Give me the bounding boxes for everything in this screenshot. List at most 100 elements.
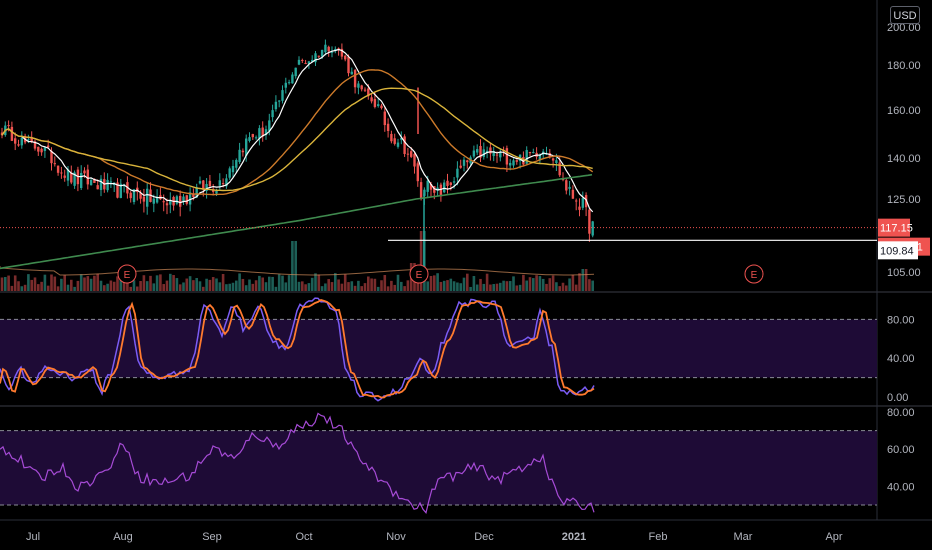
price-axis[interactable]: 200.00 180.00 160.00 140.00 125.00 105.00 xyxy=(887,22,921,279)
volume-bar xyxy=(581,269,585,291)
volume-bar xyxy=(53,276,57,291)
volume-bar xyxy=(301,281,304,291)
volume-bar xyxy=(76,280,80,291)
candle-body xyxy=(400,138,403,140)
volume-bar xyxy=(23,284,27,291)
candle-body xyxy=(271,110,274,118)
volume-bar xyxy=(324,283,327,291)
candle-body xyxy=(476,149,479,153)
hline-label-bg xyxy=(878,241,918,260)
candle-body xyxy=(132,189,136,203)
candle-body xyxy=(33,141,37,149)
candle-body xyxy=(251,134,254,138)
candle-body xyxy=(116,182,119,198)
volume-bar xyxy=(221,274,225,291)
price-tick-label: 200.00 xyxy=(887,22,921,34)
volume-bar xyxy=(43,274,47,291)
candle-body xyxy=(182,196,185,202)
volume-bar xyxy=(541,278,545,291)
candle-body xyxy=(142,196,146,202)
volume-bar xyxy=(235,280,238,291)
candle-body xyxy=(7,125,10,127)
volume-bar xyxy=(70,279,73,291)
currency-button[interactable]: USD xyxy=(890,6,920,24)
candle-body xyxy=(419,182,423,199)
volume-bar xyxy=(522,274,525,291)
candle-body xyxy=(179,195,182,207)
time-tick-label: Mar xyxy=(734,531,753,543)
candle-body xyxy=(188,192,192,205)
volume-bar xyxy=(192,280,195,291)
candle-body xyxy=(456,168,459,178)
candle-body xyxy=(278,100,281,102)
candle-body xyxy=(50,150,53,164)
volume-bar xyxy=(353,285,357,291)
candle-body xyxy=(93,178,96,183)
volume-bar xyxy=(350,281,354,291)
candle-body xyxy=(340,48,344,57)
volume-bar xyxy=(310,277,314,291)
candle-body xyxy=(462,159,466,166)
candle-body xyxy=(581,198,584,208)
candle-body xyxy=(505,148,509,165)
candle-body xyxy=(245,138,248,156)
volume-bar xyxy=(574,284,578,291)
earnings-marker[interactable] xyxy=(744,264,764,284)
time-tick-label: Sep xyxy=(202,531,222,543)
time-axis[interactable]: Jul Aug Sep Oct Nov Dec 2021 Feb Mar Apr xyxy=(26,531,843,543)
candle-body xyxy=(466,160,469,163)
volume-bar xyxy=(178,284,182,291)
volume-bar xyxy=(396,274,400,291)
volume-bar xyxy=(40,281,43,291)
candle-body xyxy=(311,59,314,62)
candle-body xyxy=(155,196,159,203)
candle-body xyxy=(565,180,568,191)
candle-body xyxy=(433,186,436,193)
volume-bar xyxy=(502,280,505,291)
earnings-marker[interactable] xyxy=(409,264,429,284)
price-tick-label: 160.00 xyxy=(887,105,921,117)
candle-body xyxy=(436,187,439,191)
volume-bar xyxy=(136,286,139,291)
stochastic-pane[interactable] xyxy=(0,297,877,402)
volume-bar xyxy=(588,279,591,291)
rsi-axis[interactable]: 80.00 60.00 40.00 xyxy=(887,407,915,493)
earnings-marker[interactable] xyxy=(117,264,137,284)
candle-body xyxy=(320,49,324,57)
volume-bar xyxy=(568,278,571,291)
volume-bar xyxy=(152,283,156,291)
volume-bar xyxy=(320,286,324,291)
volume-bar xyxy=(475,284,479,291)
volume-bar xyxy=(7,275,10,291)
candle-body xyxy=(344,55,347,60)
volume-bar xyxy=(370,278,373,291)
price-tick-label: 180.00 xyxy=(887,60,921,72)
volume-bar xyxy=(433,275,436,291)
candle-body xyxy=(169,200,172,205)
stochastic-axis[interactable]: 80.00 40.00 0.00 xyxy=(887,314,915,404)
candle-body xyxy=(248,137,251,141)
candle-body xyxy=(413,153,416,167)
volume-bar xyxy=(46,285,50,291)
volume-bar xyxy=(79,274,83,291)
volume-bar xyxy=(419,231,423,291)
volume-bar xyxy=(340,283,344,291)
volume-bar xyxy=(63,275,66,291)
volume-bar xyxy=(380,280,383,291)
rsi-pane[interactable] xyxy=(0,412,877,514)
volume-bar xyxy=(83,277,86,291)
candle-body xyxy=(439,184,443,197)
time-tick-label: Dec xyxy=(474,531,494,543)
volume-bar xyxy=(10,285,14,291)
candle-body xyxy=(383,111,386,126)
candle-body xyxy=(367,88,370,97)
volume-bar xyxy=(225,284,228,291)
candle-body xyxy=(152,198,155,204)
volume-bar xyxy=(261,277,264,291)
rsi-tick-label: 80.00 xyxy=(887,407,915,419)
volume-bar xyxy=(241,278,245,291)
stochastic-tick-label: 0.00 xyxy=(887,392,908,404)
